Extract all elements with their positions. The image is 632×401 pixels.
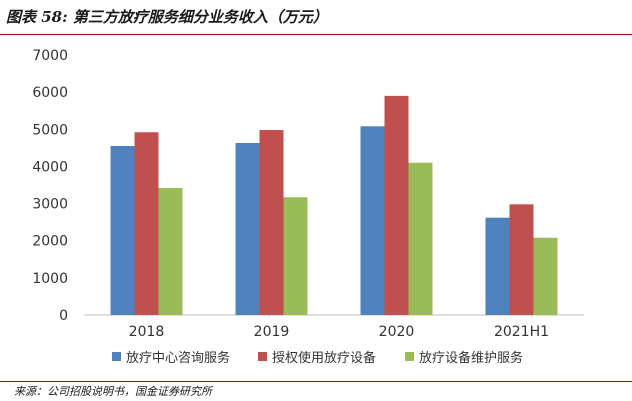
bar <box>158 187 183 315</box>
legend-swatch <box>258 352 267 361</box>
bar <box>485 217 510 315</box>
bar <box>110 146 135 315</box>
legend-label: 授权使用放疗设备 <box>272 350 376 366</box>
y-tick-label: 1000 <box>32 271 68 287</box>
bar <box>509 204 534 315</box>
x-tick-label: 2021H1 <box>494 324 549 340</box>
bar <box>235 143 260 315</box>
x-tick-label: 2019 <box>254 324 290 340</box>
x-tick-label: 2020 <box>379 324 415 340</box>
y-tick-label: 6000 <box>32 85 68 101</box>
y-tick-label: 5000 <box>32 122 68 138</box>
source-divider <box>0 381 632 382</box>
bar <box>259 130 284 315</box>
bar-chart: 0 1000 2000 3000 4000 5000 6000 7000 2018 2019 202… <box>32 48 584 366</box>
legend-swatch <box>112 352 121 361</box>
legend-swatch <box>405 352 414 361</box>
bar <box>384 95 409 315</box>
legend-label: 放疗设备维护服务 <box>419 350 523 366</box>
y-tick-label: 7000 <box>32 48 68 64</box>
bar <box>360 126 385 315</box>
title-divider <box>0 34 632 35</box>
y-tick-label: 0 <box>59 308 68 324</box>
legend-label: 放疗中心咨询服务 <box>126 350 230 366</box>
bar <box>283 197 308 315</box>
y-tick-label: 2000 <box>32 234 68 250</box>
x-tick-label: 2018 <box>129 324 165 340</box>
bar <box>533 237 558 315</box>
bar <box>134 132 159 315</box>
bar <box>408 162 433 315</box>
y-tick-label: 3000 <box>32 197 68 213</box>
source-note: 来源：公司招股说明书，国金证券研究所 <box>14 385 212 398</box>
figure-title: 图表 58: 第三方放疗服务细分业务收入（万元） <box>6 8 328 26</box>
y-tick-label: 4000 <box>32 159 68 175</box>
